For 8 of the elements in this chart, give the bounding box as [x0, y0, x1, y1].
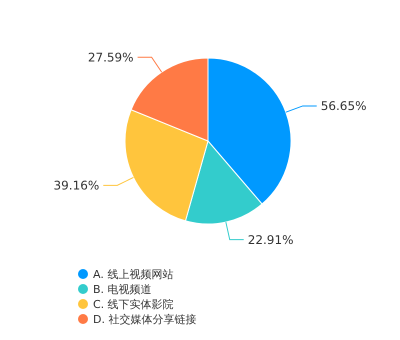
data-label: 56.65%	[320, 99, 366, 114]
data-label: 39.16%	[54, 178, 100, 193]
legend-label: A. 线上视频网站	[93, 268, 174, 281]
legend-label: D. 社交媒体分享链接	[93, 312, 196, 326]
data-label: 22.91%	[248, 232, 294, 247]
legend-label: C. 线下实体影院	[93, 298, 174, 311]
data-label: 27.59%	[88, 50, 134, 64]
legend-label: B. 电视频道	[93, 282, 152, 296]
